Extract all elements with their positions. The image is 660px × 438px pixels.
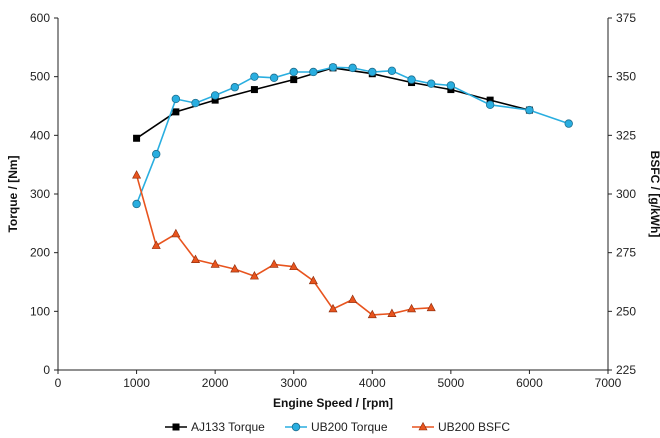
y2-tick-label: 225 — [616, 363, 636, 377]
y2-axis-ticks: 225 250 275 300 325 350 375 — [608, 11, 636, 377]
data-point-ub200-bsfc — [308, 275, 318, 285]
y-tick-label: 300 — [30, 187, 50, 201]
x-tick-label: 6000 — [516, 376, 543, 390]
data-point-ub200-torque — [525, 105, 534, 115]
y2-tick-label: 325 — [616, 128, 636, 142]
legend: AJ133 Torque UB200 Torque UB200 BSFC — [165, 420, 510, 434]
data-point-ub200-torque — [348, 63, 357, 73]
data-point-ub200-bsfc — [348, 294, 358, 303]
x-tick-label: 7000 — [595, 376, 622, 390]
series-layer — [132, 63, 573, 319]
x-tick-label: 2000 — [202, 376, 229, 390]
data-point-ub200-torque — [427, 79, 436, 88]
legend-swatch-marker — [418, 421, 428, 431]
data-point-ub200-torque — [564, 119, 573, 128]
data-point-aj133-torque — [211, 96, 219, 104]
y2-tick-label: 350 — [616, 70, 636, 84]
data-point-ub200-torque — [191, 98, 200, 108]
legend-item-ub200-torque: UB200 Torque — [285, 420, 388, 434]
data-point-ub200-torque — [289, 67, 298, 77]
series-ub200-bsfc — [132, 170, 436, 319]
data-point-ub200-torque — [485, 100, 495, 110]
y-axis-ticks: 0 100 200 300 400 500 600 — [30, 11, 58, 377]
data-point-ub200-torque — [210, 91, 220, 100]
legend-label: AJ133 Torque — [191, 420, 265, 434]
data-point-ub200-torque — [309, 67, 318, 77]
y2-tick-label: 250 — [616, 304, 636, 318]
data-point-ub200-bsfc — [230, 263, 240, 273]
legend-label: UB200 Torque — [311, 420, 388, 434]
data-point-ub200-bsfc — [191, 254, 200, 264]
y-tick-label: 600 — [30, 11, 50, 25]
y2-tick-label: 275 — [616, 246, 636, 260]
legend-label: UB200 BSFC — [438, 420, 510, 434]
x-tick-label: 5000 — [438, 376, 465, 390]
legend-item-aj133-torque: AJ133 Torque — [165, 420, 265, 434]
data-point-ub200-bsfc — [387, 308, 397, 317]
data-point-ub200-torque — [132, 199, 141, 209]
data-point-aj133-torque — [172, 108, 180, 116]
data-point-ub200-torque — [269, 73, 279, 83]
legend-swatch-marker — [291, 422, 301, 432]
y-tick-label: 100 — [30, 304, 50, 318]
y-axis-title: Torque / [Nm] — [6, 155, 20, 232]
x-tick-label: 1000 — [123, 376, 150, 390]
data-point-ub200-bsfc — [132, 170, 142, 179]
data-point-aj133-torque — [486, 96, 494, 104]
series-line-ub200-bsfc — [135, 174, 432, 316]
data-point-ub200-torque — [387, 66, 397, 75]
x-axis-ticks: 0 1000 2000 3000 4000 5000 6000 7000 — [55, 370, 622, 390]
y-tick-label: 200 — [30, 246, 50, 260]
y-tick-label: 0 — [43, 363, 50, 377]
y-tick-label: 500 — [30, 70, 50, 84]
data-point-aj133-torque — [250, 86, 258, 94]
data-point-ub200-torque — [230, 83, 239, 92]
data-point-ub200-torque — [368, 67, 377, 77]
y2-tick-label: 375 — [616, 11, 636, 25]
data-point-ub200-bsfc — [210, 259, 220, 268]
data-point-ub200-bsfc — [426, 302, 436, 312]
data-point-ub200-torque — [250, 72, 259, 81]
data-point-ub200-bsfc — [367, 309, 377, 319]
x-tick-label: 0 — [55, 376, 62, 390]
y2-tick-label: 300 — [616, 187, 636, 201]
x-tick-label: 4000 — [359, 376, 386, 390]
data-point-ub200-bsfc — [328, 303, 338, 313]
legend-swatch-marker — [172, 423, 180, 431]
data-point-ub200-torque — [152, 149, 161, 159]
data-point-ub200-bsfc — [269, 259, 279, 268]
x-axis-title: Engine Speed / [rpm] — [273, 396, 393, 410]
data-point-ub200-bsfc — [407, 303, 417, 313]
y2-axis-title: BSFC / [g/kWh] — [648, 151, 660, 238]
data-point-ub200-torque — [171, 94, 181, 104]
data-point-ub200-torque — [446, 81, 456, 90]
series-line-ub200-torque — [135, 66, 569, 205]
y-tick-label: 400 — [30, 128, 50, 142]
data-point-ub200-bsfc — [171, 228, 181, 238]
data-point-aj133-torque — [290, 76, 298, 84]
data-point-ub200-torque — [407, 75, 416, 84]
data-point-ub200-bsfc — [289, 261, 299, 271]
data-point-aj133-torque — [133, 134, 141, 142]
series-ub200-torque — [132, 63, 573, 209]
data-point-ub200-bsfc — [249, 270, 259, 280]
data-point-ub200-torque — [328, 63, 338, 72]
legend-item-ub200-bsfc: UB200 BSFC — [412, 420, 510, 434]
x-tick-label: 3000 — [280, 376, 307, 390]
data-point-ub200-bsfc — [151, 240, 161, 249]
